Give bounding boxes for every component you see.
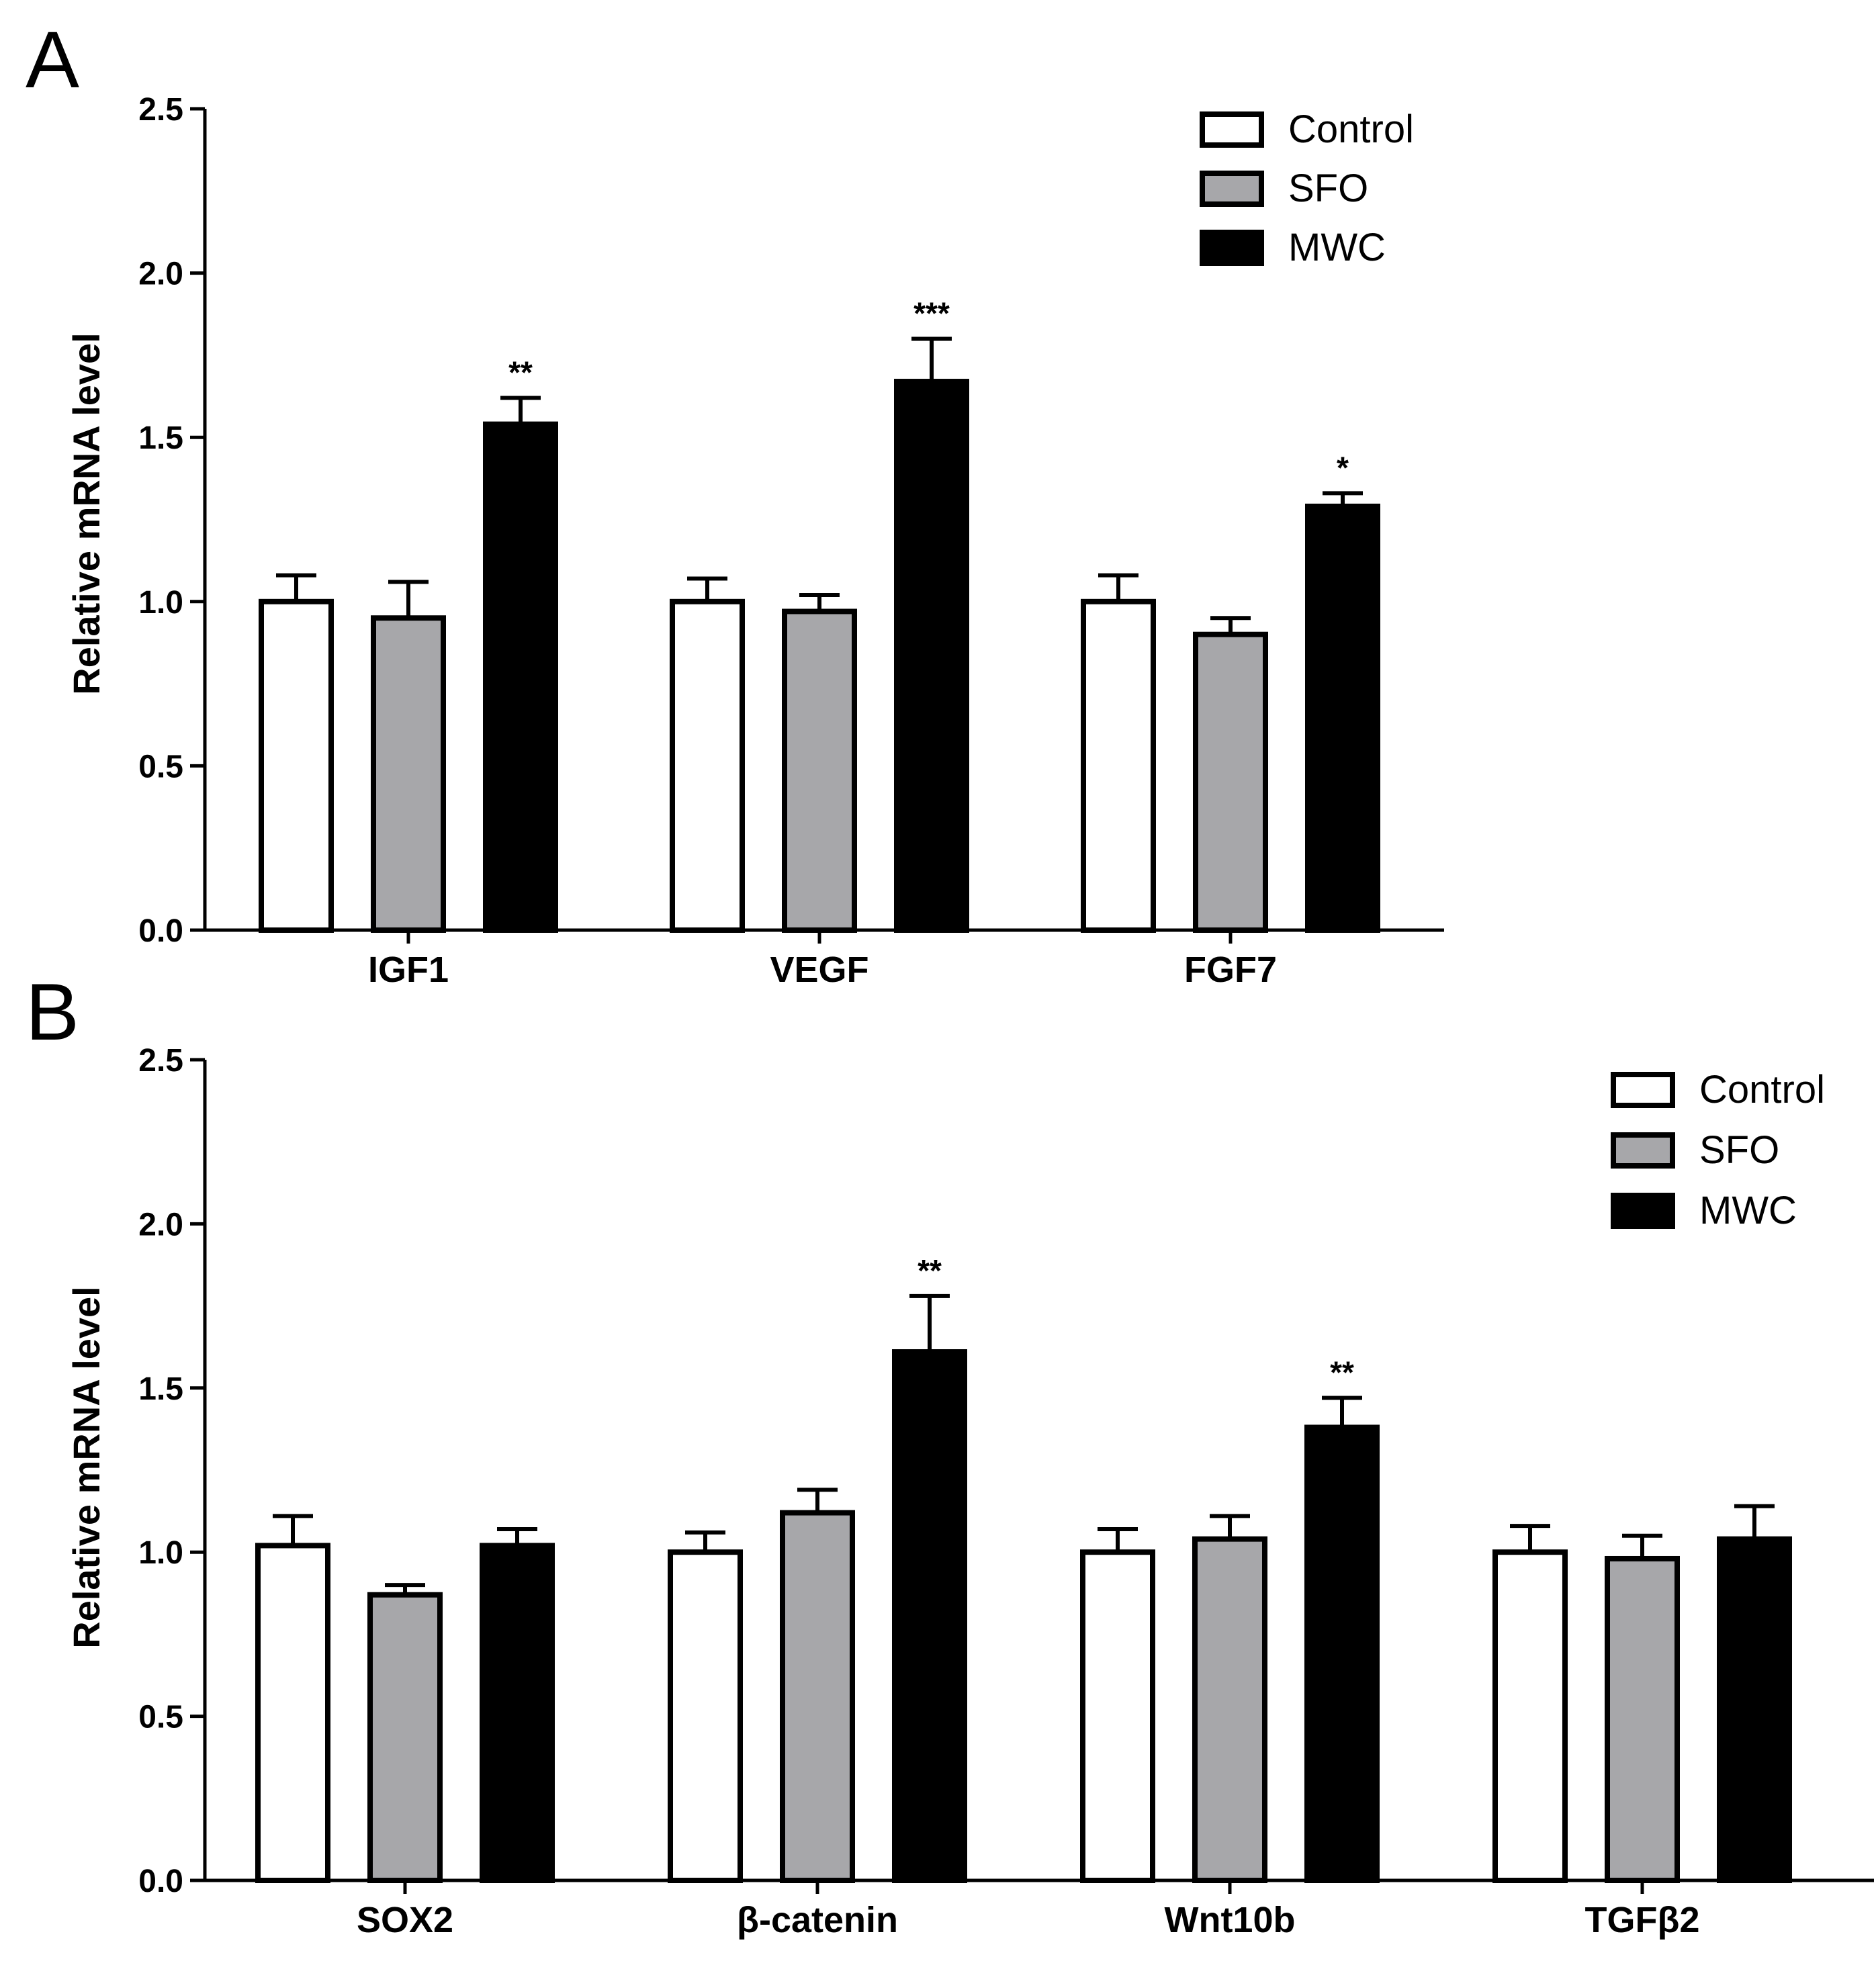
panel-a-bar-igf1-control [259, 598, 334, 933]
panel-a-bar-vegf-sfo [782, 608, 857, 933]
panel-a: A Relative mRNA level 0.0 0.5 1.0 1.5 2.0 2.5… [26, 15, 1444, 990]
panel-a-bar-vegf-mwc [894, 379, 969, 933]
panel-b-bar-sox2-mwc [480, 1543, 555, 1884]
panel-a-legend-label-control: Control [1288, 107, 1414, 151]
panel-b-category-label-sox2: SOX2 [357, 1900, 453, 1940]
panel-b-bar-catenin-sfo [780, 1510, 855, 1883]
panel-a-bar-fgf7-sfo [1193, 631, 1268, 933]
panel-a-bar-fgf7-mwc [1305, 503, 1380, 933]
panel-b-legend-label-sfo: SFO [1699, 1128, 1779, 1172]
panel-b-legend-swatch-control [1611, 1072, 1675, 1108]
panel-a-y-tick-label: 2.5 [138, 92, 183, 128]
panel-b-bar-catenin-control [668, 1549, 743, 1883]
panel-b-bar-sox2-control [255, 1543, 330, 1884]
panel-b-significance-label-catenin: ** [918, 1253, 942, 1288]
panel-a-legend-label-mwc: MWC [1288, 226, 1386, 269]
panel-a-y-tick-label: 0.0 [138, 913, 183, 949]
panel-b: B Relative mRNA level 0.0 0.5 1.0 1.5 2.0 2.5… [26, 967, 1874, 1940]
panel-a-bar-fgf7-control [1081, 598, 1156, 933]
panel-b-plot-area: 0.0 0.5 1.0 1.5 2.0 2.5 SOX2 β-catenin ** Wnt10b *… [138, 1043, 1874, 1940]
panel-b-legend-label-control: Control [1699, 1068, 1825, 1111]
panel-b-legend-label-mwc: MWC [1699, 1189, 1797, 1232]
panel-a-y-tick-label: 0.5 [138, 749, 183, 784]
panel-b-y-tick-label: 1.0 [138, 1535, 183, 1571]
panel-b-bar-catenin-mwc [892, 1349, 967, 1883]
panel-b-y-tick-label: 1.5 [138, 1371, 183, 1407]
panel-a-legend-swatch-sfo [1200, 171, 1264, 207]
panel-a-bar-igf1-mwc [483, 421, 558, 933]
panel-b-category-label-tgf-2: TGFβ2 [1585, 1900, 1700, 1940]
panel-b-y-tick-label: 0.0 [138, 1864, 183, 1899]
panel-a-significance-label-igf1: ** [508, 355, 533, 390]
panel-b-bar-wnt10b-control [1080, 1549, 1155, 1883]
panel-a-category-label-fgf7: FGF7 [1184, 950, 1277, 990]
panel-b-bar-tgf-2-control [1492, 1549, 1568, 1883]
panel-a-bar-vegf-control [670, 598, 745, 933]
panel-b-legend-swatch-sfo [1611, 1132, 1675, 1169]
panel-a-y-tick-label: 2.0 [138, 257, 183, 292]
panel-a-y-axis-label: Relative mRNA level [65, 332, 107, 695]
panel-b-y-tick-label: 2.5 [138, 1043, 183, 1079]
panel-b-bar-tgf-2-mwc [1717, 1536, 1792, 1883]
panel-b-category-label-wnt10b: Wnt10b [1165, 1900, 1296, 1940]
panel-a-category-label-vegf: VEGF [770, 950, 868, 990]
panel-b-legend-swatch-mwc [1611, 1193, 1675, 1229]
panel-a-category-label-igf1: IGF1 [368, 950, 449, 990]
panel-a-significance-label-fgf7: * [1337, 450, 1349, 485]
panel-a-letter: A [26, 15, 79, 105]
panel-a-y-tick-label: 1.5 [138, 420, 183, 456]
panel-b-category-label-catenin: β-catenin [737, 1900, 898, 1940]
panel-b-y-tick-label: 2.0 [138, 1207, 183, 1242]
panel-a-bar-igf1-sfo [371, 615, 446, 933]
panel-a-plot-area: 0.0 0.5 1.0 1.5 2.0 2.5 IGF1 ** VEGF *** FGF7 * Cont… [138, 92, 1444, 990]
panel-b-y-tick-label: 0.5 [138, 1700, 183, 1735]
panel-a-legend-swatch-mwc [1200, 230, 1264, 266]
panel-a-legend-swatch-control [1200, 111, 1264, 148]
panel-b-significance-label-wnt10b: ** [1330, 1355, 1354, 1389]
panel-a-significance-label-vegf: *** [913, 295, 950, 330]
panel-b-letter: B [26, 967, 79, 1057]
panel-b-y-axis-label: Relative mRNA level [65, 1286, 107, 1649]
panel-b-bar-wnt10b-sfo [1192, 1536, 1267, 1883]
panel-a-legend-label-sfo: SFO [1288, 167, 1368, 210]
panel-b-bar-sox2-sfo [367, 1592, 443, 1883]
panel-b-bar-wnt10b-mwc [1304, 1424, 1380, 1884]
panel-b-bar-tgf-2-sfo [1605, 1555, 1680, 1884]
panel-a-y-tick-label: 1.0 [138, 585, 183, 621]
